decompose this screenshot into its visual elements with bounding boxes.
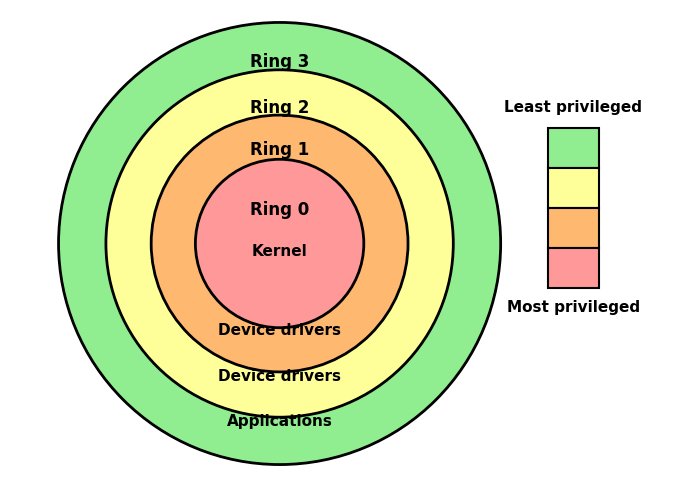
Text: Least privileged: Least privileged [504, 100, 643, 115]
Text: Ring 1: Ring 1 [250, 141, 309, 159]
Text: Ring 2: Ring 2 [250, 98, 309, 116]
Bar [548, 208, 599, 248]
Text: Ring 3: Ring 3 [250, 53, 309, 71]
Circle shape [59, 22, 501, 465]
Circle shape [106, 70, 454, 417]
Text: Most privileged: Most privileged [507, 300, 640, 316]
Bar [548, 248, 599, 288]
Circle shape [195, 159, 364, 328]
Text: Ring 0: Ring 0 [250, 201, 309, 219]
Circle shape [151, 115, 408, 372]
Text: Device drivers: Device drivers [218, 369, 341, 384]
Text: Kernel: Kernel [252, 244, 308, 260]
Bar [548, 168, 599, 208]
Text: Applications: Applications [227, 413, 333, 429]
Text: Device drivers: Device drivers [218, 323, 341, 338]
Bar [548, 128, 599, 168]
